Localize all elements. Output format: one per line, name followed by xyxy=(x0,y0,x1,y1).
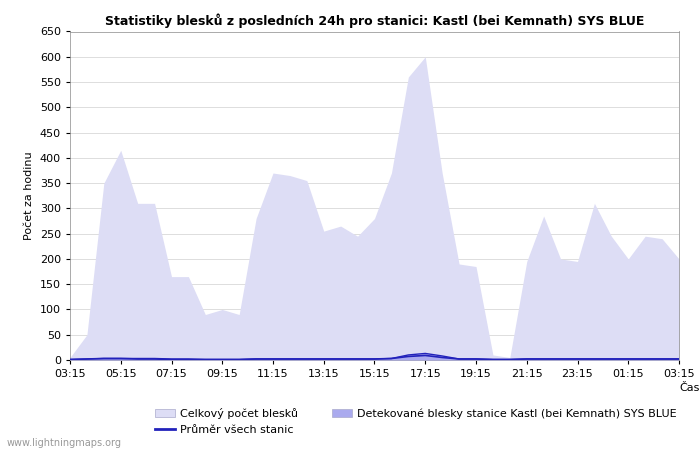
Text: www.lightningmaps.org: www.lightningmaps.org xyxy=(7,438,122,448)
Legend: Celkový počet blesků, Průměr všech stanic, Detekované blesky stanice Kastl (bei : Celkový počet blesků, Průměr všech stani… xyxy=(155,408,677,435)
Title: Statistiky blesků z posledních 24h pro stanici: Kastl (bei Kemnath) SYS BLUE: Statistiky blesků z posledních 24h pro s… xyxy=(105,13,644,27)
Text: Čas: Čas xyxy=(679,383,699,393)
Y-axis label: Počet za hodinu: Počet za hodinu xyxy=(25,152,34,240)
